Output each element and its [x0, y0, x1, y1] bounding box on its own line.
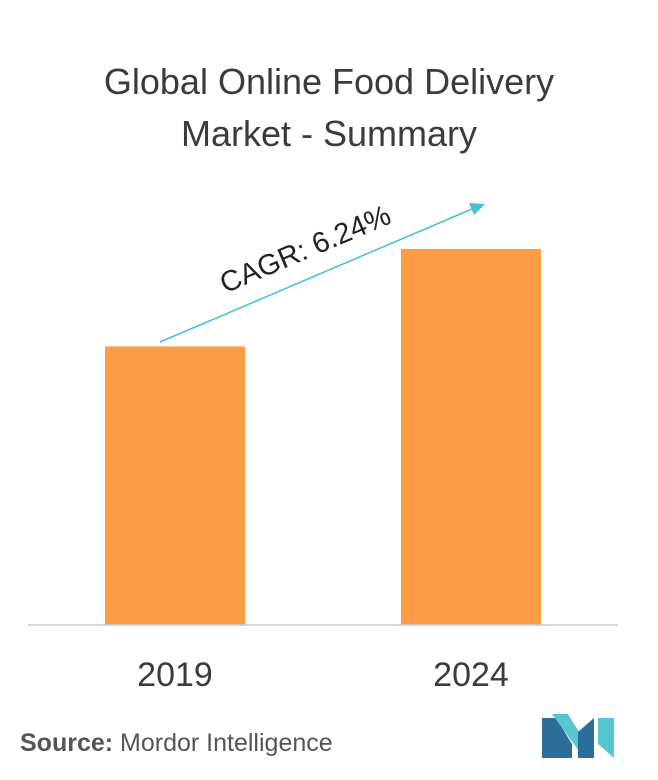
source-label: Source:	[20, 729, 114, 757]
mordor-intelligence-logo	[542, 714, 614, 758]
cagr-arrow-head	[469, 203, 485, 215]
chart-title: Global Online Food Delivery Market - Sum…	[0, 56, 658, 160]
cagr-arrow-line	[159, 208, 473, 343]
chart-title-line-2: Market - Summary	[180, 113, 478, 154]
bar-2019	[105, 346, 245, 625]
bar-2024	[401, 248, 541, 625]
bars-group	[105, 248, 541, 625]
chart-title-line-1: Global Online Food Delivery	[103, 61, 555, 102]
x-tick-label-2024: 2024	[433, 656, 509, 694]
source-text: Mordor Intelligence	[120, 729, 333, 757]
source-note: Source: Mordor Intelligence	[20, 729, 333, 758]
x-tick-labels: 2019 2024	[137, 656, 509, 694]
cagr-label: CAGR: 6.24%	[215, 199, 395, 300]
x-tick-label-2019: 2019	[137, 656, 213, 694]
